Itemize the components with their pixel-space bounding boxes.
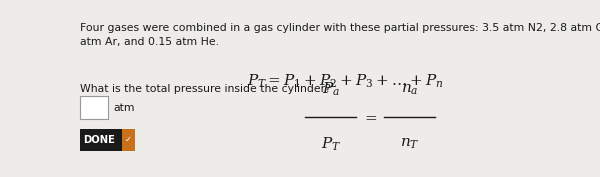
FancyBboxPatch shape <box>80 129 121 151</box>
Text: $=$: $=$ <box>362 109 378 124</box>
Text: $P_T = P_1 + P_2 + P_3 + \ldots + P_n$: $P_T = P_1 + P_2 + P_3 + \ldots + P_n$ <box>247 73 444 90</box>
Text: ✓: ✓ <box>125 135 131 144</box>
Text: $n_a$: $n_a$ <box>401 82 419 97</box>
Text: $n_T$: $n_T$ <box>400 136 419 151</box>
Text: $P_a$: $P_a$ <box>322 81 340 98</box>
FancyBboxPatch shape <box>80 96 107 119</box>
FancyBboxPatch shape <box>121 129 134 151</box>
Text: What is the total pressure inside the cylinder?: What is the total pressure inside the cy… <box>80 84 331 94</box>
Text: DONE: DONE <box>83 135 115 145</box>
Text: Four gases were combined in a gas cylinder with these partial pressures: 3.5 atm: Four gases were combined in a gas cylind… <box>80 23 600 47</box>
Text: atm: atm <box>113 103 134 113</box>
Text: $P_T$: $P_T$ <box>320 135 341 153</box>
